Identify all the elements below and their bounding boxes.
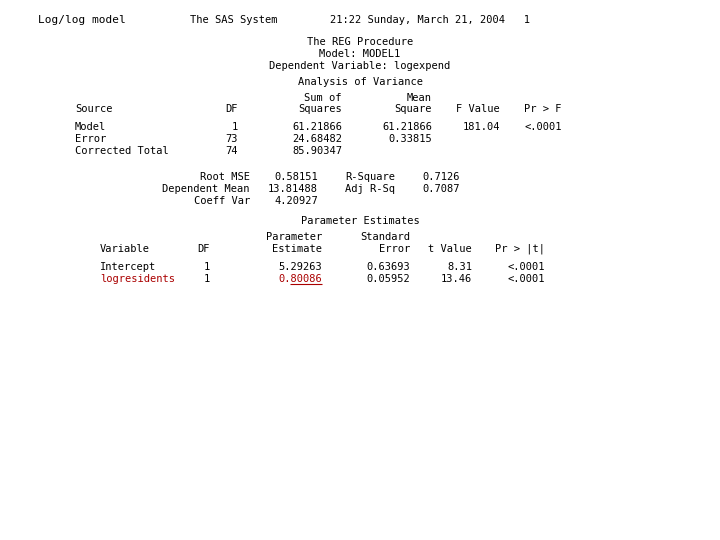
Text: Adj R-Sq: Adj R-Sq <box>345 184 395 194</box>
Text: 61.21866: 61.21866 <box>382 122 432 132</box>
Text: 0.80086: 0.80086 <box>278 274 322 284</box>
Text: 5.29263: 5.29263 <box>278 262 322 272</box>
Text: 0.7087: 0.7087 <box>423 184 460 194</box>
Text: 24.68482: 24.68482 <box>292 134 342 144</box>
Text: 85.90347: 85.90347 <box>292 146 342 156</box>
Text: Corrected Total: Corrected Total <box>75 146 168 156</box>
Text: 1: 1 <box>204 274 210 284</box>
Text: Dependent Mean: Dependent Mean <box>163 184 250 194</box>
Text: Parameter Estimates: Parameter Estimates <box>301 216 419 226</box>
Text: Mean: Mean <box>407 93 432 103</box>
Text: 1: 1 <box>204 262 210 272</box>
Text: 73: 73 <box>225 134 238 144</box>
Text: Pr > |t|: Pr > |t| <box>495 244 545 254</box>
Text: The REG Procedure: The REG Procedure <box>307 37 413 47</box>
Text: F Value: F Value <box>456 104 500 114</box>
Text: Parameter: Parameter <box>266 232 322 242</box>
Text: 0.63693: 0.63693 <box>366 262 410 272</box>
Text: Model: Model <box>75 122 107 132</box>
Text: t Value: t Value <box>428 244 472 254</box>
Text: 13.81488: 13.81488 <box>268 184 318 194</box>
Text: 21:22 Sunday, March 21, 2004   1: 21:22 Sunday, March 21, 2004 1 <box>330 15 530 25</box>
Text: <.0001: <.0001 <box>508 274 545 284</box>
Text: Error: Error <box>379 244 410 254</box>
Text: Coeff Var: Coeff Var <box>194 196 250 206</box>
Text: 4.20927: 4.20927 <box>274 196 318 206</box>
Text: Pr > F: Pr > F <box>524 104 562 114</box>
Text: 0.05952: 0.05952 <box>366 274 410 284</box>
Text: Variable: Variable <box>100 244 150 254</box>
Text: DF: DF <box>225 104 238 114</box>
Text: Root MSE: Root MSE <box>200 172 250 182</box>
Text: Source: Source <box>75 104 112 114</box>
Text: 0.7126: 0.7126 <box>423 172 460 182</box>
Text: 181.04: 181.04 <box>462 122 500 132</box>
Text: 0.58151: 0.58151 <box>274 172 318 182</box>
Text: Estimate: Estimate <box>272 244 322 254</box>
Text: Log/log model: Log/log model <box>38 15 126 25</box>
Text: 13.46: 13.46 <box>441 274 472 284</box>
Text: 1: 1 <box>232 122 238 132</box>
Text: <.0001: <.0001 <box>524 122 562 132</box>
Text: Model: MODEL1: Model: MODEL1 <box>320 49 400 59</box>
Text: <.0001: <.0001 <box>508 262 545 272</box>
Text: Sum of: Sum of <box>305 93 342 103</box>
Text: Standard: Standard <box>360 232 410 242</box>
Text: 61.21866: 61.21866 <box>292 122 342 132</box>
Text: 0.33815: 0.33815 <box>388 134 432 144</box>
Text: Squares: Squares <box>298 104 342 114</box>
Text: Analysis of Variance: Analysis of Variance <box>297 77 423 87</box>
Text: 8.31: 8.31 <box>447 262 472 272</box>
Text: Intercept: Intercept <box>100 262 156 272</box>
Text: logresidents: logresidents <box>100 274 175 284</box>
Text: Dependent Variable: logexpend: Dependent Variable: logexpend <box>269 61 451 71</box>
Text: The SAS System: The SAS System <box>190 15 277 25</box>
Text: R-Square: R-Square <box>345 172 395 182</box>
Text: Error: Error <box>75 134 107 144</box>
Text: DF: DF <box>197 244 210 254</box>
Text: 74: 74 <box>225 146 238 156</box>
Text: Square: Square <box>395 104 432 114</box>
